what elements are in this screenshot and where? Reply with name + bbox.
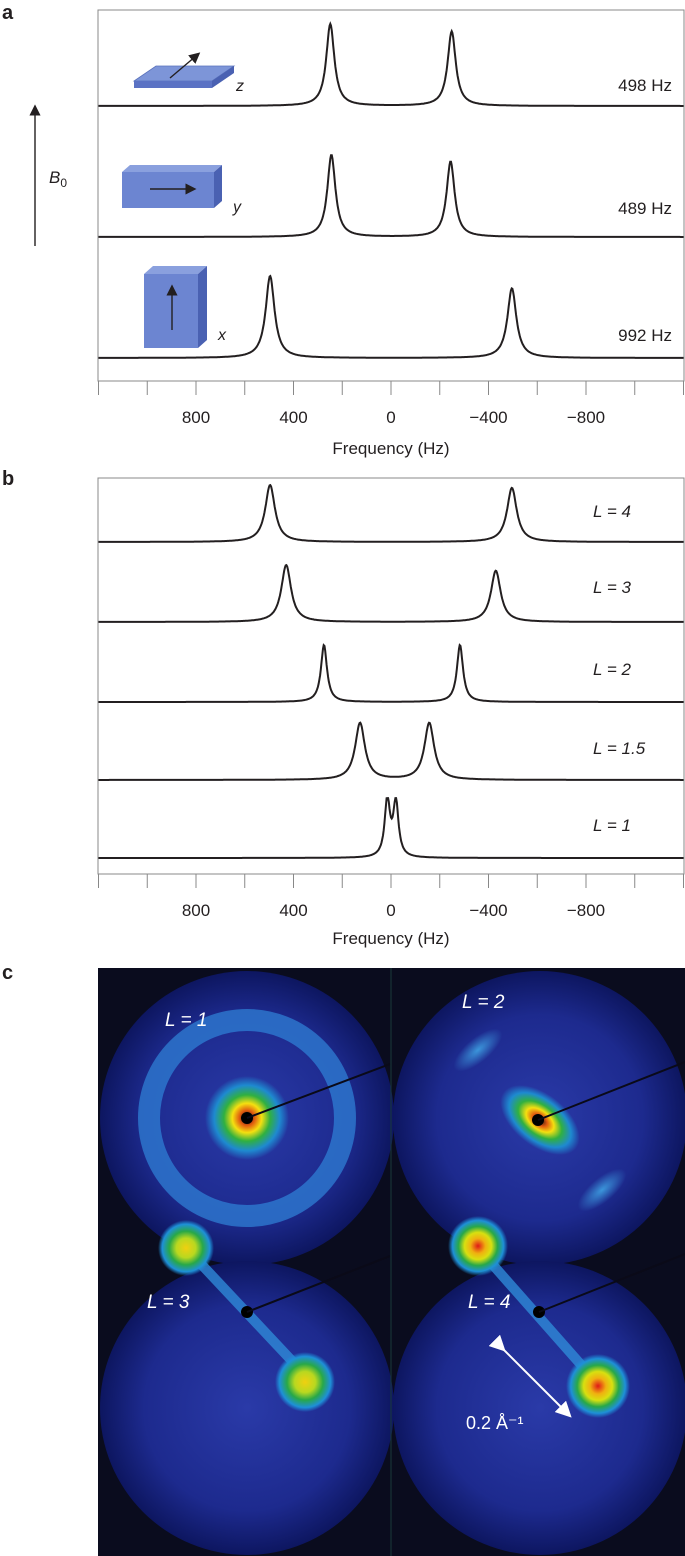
trace-axis-label-y: y [232, 199, 242, 216]
trace-label-L1: L = 1 [593, 816, 631, 835]
x-axis-title-b: Frequency (Hz) [332, 929, 449, 948]
sample-block-z-icon [132, 52, 236, 88]
scattering-image-L2 [393, 971, 685, 1265]
panel-b-spectra: L = 4 L = 3 L = 2 L = 1.5 L = 1 800 400 0 −… [97, 477, 685, 948]
panel-c-scattering-images: L = 1 L = 2 L = 3 L = 4 0.2 Å⁻¹ [98, 968, 685, 1556]
panel-b-xaxis-tick-label-2: 0 [386, 901, 395, 920]
scattering-image-L4 [393, 1216, 685, 1555]
panel-b-xaxis-tick-label-3: −400 [469, 901, 507, 920]
panel-a-xaxis-tick-label-4: −800 [567, 408, 605, 427]
trace-label-L3: L = 3 [593, 578, 632, 597]
image-label-L4: L = 4 [468, 1292, 510, 1313]
panel-a-xaxis-tick-label-3: −400 [469, 408, 507, 427]
panel-a-trace-1 [98, 154, 684, 238]
trace-axis-label-z: z [235, 78, 244, 95]
panel-a-trace-2 [98, 274, 684, 359]
panel-label-b: b [2, 468, 15, 490]
scale-bar-arrow [488, 1334, 572, 1418]
panel-b-trace-3 [98, 721, 684, 781]
scattering-image-L1 [100, 971, 394, 1265]
panel-label-c: c [2, 962, 14, 984]
scattering-image-L3 [100, 1220, 394, 1555]
splitting-label-x: 992 Hz [618, 326, 672, 345]
panel-a-spectra: B0 z y x 498 Hz 489 Hz 992 Hz 800 400 0 −40… [29, 9, 685, 458]
panel-label-a: a [2, 2, 14, 24]
trace-label-L2: L = 2 [593, 660, 632, 679]
panel-b-xaxis-tick-label-4: −800 [567, 901, 605, 920]
x-axis-title-a: Frequency (Hz) [332, 439, 449, 458]
scale-bar-label: 0.2 Å⁻¹ [466, 1413, 524, 1433]
image-label-L2: L = 2 [462, 992, 505, 1013]
trace-label-L4: L = 4 [593, 502, 631, 521]
trace-axis-label-x: x [217, 327, 227, 344]
sample-block-x-icon [144, 266, 207, 348]
panel-a-xaxis-tick-label-0: 800 [182, 408, 210, 427]
panel-b-trace-0 [98, 483, 684, 543]
trace-label-L1.5: L = 1.5 [593, 739, 646, 758]
field-label: B0 [49, 168, 67, 190]
panel-b-trace-2 [98, 643, 684, 703]
panel-b-trace-1 [98, 563, 684, 623]
image-label-L1: L = 1 [165, 1010, 207, 1031]
panel-a-trace-0 [98, 21, 684, 107]
panel-b-trace-4 [98, 797, 684, 859]
panel-a-xaxis-tick-label-2: 0 [386, 408, 395, 427]
panel-b-xaxis-tick-label-1: 400 [279, 901, 307, 920]
panel-b-xaxis-tick-label-0: 800 [182, 901, 210, 920]
splitting-label-z: 498 Hz [618, 76, 672, 95]
splitting-label-y: 489 Hz [618, 199, 672, 218]
panel-a-xaxis-tick-label-1: 400 [279, 408, 307, 427]
image-label-L3: L = 3 [147, 1292, 190, 1313]
sample-block-y-icon [122, 165, 222, 208]
